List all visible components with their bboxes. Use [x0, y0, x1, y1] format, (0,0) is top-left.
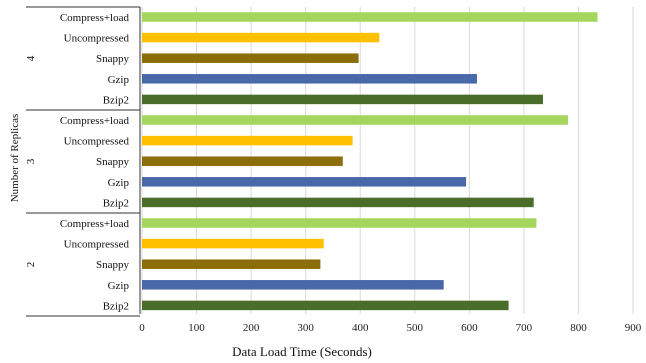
group-label: 4: [25, 55, 37, 61]
category-label: Snappy: [96, 259, 130, 271]
bar: [142, 300, 509, 311]
bar: [142, 94, 543, 105]
bar: [142, 115, 569, 125]
bar: [142, 156, 343, 166]
x-tick-label: 500: [407, 322, 424, 334]
bar: [142, 12, 598, 22]
x-tick-label: 900: [625, 322, 642, 334]
group-labels: 4 3 2: [25, 55, 37, 267]
category-label: Gzip: [108, 280, 130, 292]
group-label: 3: [25, 158, 37, 164]
x-tick-label: 200: [243, 322, 260, 334]
category-labels: Compress+load Uncompressed Snappy Gzip Bzip2…: [60, 12, 130, 312]
y-axis-title: Number of Replicas: [9, 114, 21, 203]
bar: [142, 259, 321, 269]
category-label: Bzip2: [103, 300, 129, 312]
bar: [142, 177, 467, 187]
category-label: Compress+load: [60, 218, 130, 230]
x-tick-label: 800: [570, 322, 587, 334]
bars: [142, 12, 598, 311]
group-label: 2: [25, 262, 37, 268]
category-axis-frame: [26, 6, 141, 317]
x-tick-labels: 0 100 200 300 400 500 600 700 800 900: [139, 322, 642, 334]
x-axis-title: Data Load Time (Seconds): [232, 344, 372, 359]
x-tick-label: 100: [188, 322, 205, 334]
bar: [142, 32, 380, 43]
bar: [142, 197, 534, 208]
category-label: Uncompressed: [64, 239, 130, 251]
bar: [142, 280, 444, 290]
category-label: Uncompressed: [64, 136, 130, 148]
x-tick-label: 600: [461, 322, 478, 334]
x-tick-label: 300: [297, 322, 314, 334]
category-label: Snappy: [96, 53, 130, 65]
x-tick-label: 0: [139, 322, 145, 334]
category-label: Bzip2: [103, 94, 129, 106]
category-label: Snappy: [96, 156, 130, 168]
bar: [142, 74, 477, 84]
bar: [142, 53, 359, 63]
category-label: Gzip: [108, 74, 130, 86]
category-label: Uncompressed: [64, 33, 130, 45]
x-tick-label: 400: [352, 322, 369, 334]
x-tick-label: 700: [516, 322, 533, 334]
category-label: Compress+load: [60, 12, 130, 24]
bar: [142, 238, 324, 249]
bar: [142, 135, 353, 146]
bar: [142, 218, 537, 228]
category-label: Gzip: [108, 177, 130, 189]
category-label: Compress+load: [60, 115, 130, 127]
category-label: Bzip2: [103, 197, 129, 209]
